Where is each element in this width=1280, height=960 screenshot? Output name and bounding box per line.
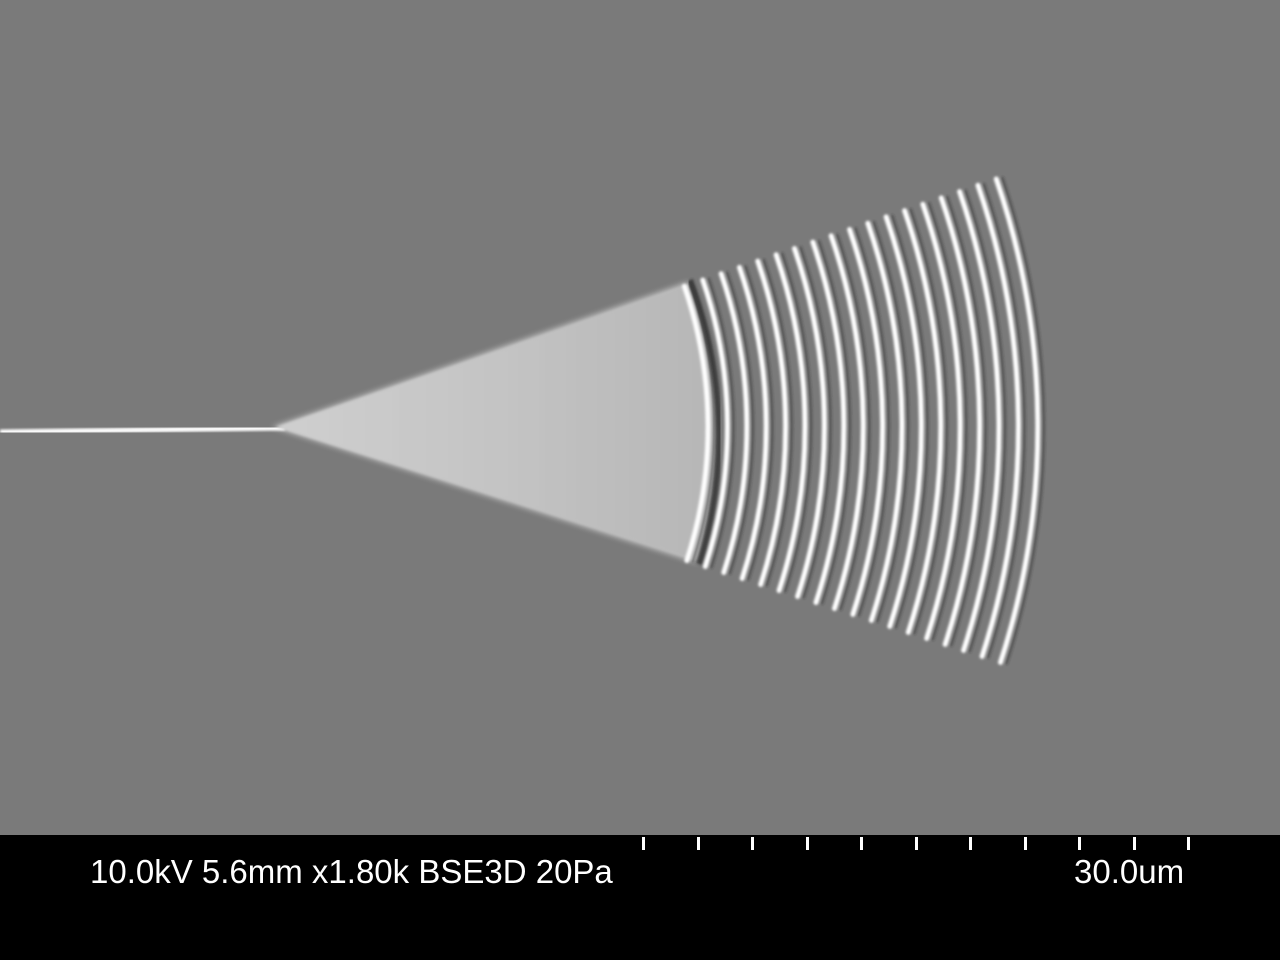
taper-trench (687, 278, 722, 565)
grating-shadow (890, 214, 929, 629)
grating-shadow (707, 277, 735, 569)
input-waveguide (0, 425, 286, 435)
grating-line (773, 252, 808, 593)
grating-line (920, 201, 963, 641)
scale-tick (1078, 837, 1081, 850)
grating-shadow (835, 233, 871, 611)
grating-shadow (725, 271, 755, 575)
grating-shadow (1000, 176, 1046, 665)
scale-label: 30.0um (1074, 853, 1185, 890)
grating-line (865, 220, 905, 623)
grating-shadow (872, 220, 910, 623)
grating-line (938, 195, 983, 647)
grating-line (737, 264, 769, 581)
sem-micrograph (0, 0, 1280, 835)
grating-line (828, 233, 866, 611)
scale-tick (1023, 837, 1027, 850)
grating-line (883, 214, 924, 629)
grating-shadow (927, 201, 968, 641)
grating-shadow (963, 189, 1007, 653)
grating-shadow (688, 283, 716, 563)
grating-line (810, 239, 847, 605)
grating-line (902, 208, 944, 635)
scale-tick (1187, 837, 1190, 850)
grating-shadow (780, 252, 813, 593)
grating-line (847, 227, 886, 617)
scale-tick (751, 837, 754, 850)
scale-tick (642, 837, 645, 850)
grating-shadow (908, 208, 949, 635)
grating-shadow (945, 195, 988, 647)
acquisition-params: 10.0kV 5.6mm x1.80k BSE3D 20Pa (90, 853, 613, 890)
scale-tick (696, 837, 700, 850)
grating-line (700, 277, 730, 569)
grating-shadow (982, 182, 1026, 659)
scale-tick (969, 837, 972, 850)
info-bar: 10.0kV 5.6mm x1.80k BSE3D 20Pa 30.0um (0, 835, 1280, 960)
scale-tick (1132, 837, 1136, 850)
scale-tick (805, 837, 809, 850)
grating-line (975, 182, 1021, 659)
grating-shadow (762, 258, 794, 587)
grating-line (993, 176, 1041, 665)
scale-tick (914, 837, 918, 850)
grating-shadow (743, 265, 774, 581)
scale-tick (860, 837, 863, 850)
grating-line (792, 246, 827, 599)
grating-line (755, 258, 789, 587)
grating-shadow (817, 239, 852, 605)
grating-line (718, 271, 750, 575)
scale-bar (0, 835, 1280, 855)
grating-lines (682, 176, 1046, 665)
taper-region (276, 285, 715, 560)
grating-line (957, 189, 1002, 653)
grating-line (682, 283, 711, 563)
grating-shadow (798, 246, 832, 599)
grating-shadow (853, 227, 891, 617)
